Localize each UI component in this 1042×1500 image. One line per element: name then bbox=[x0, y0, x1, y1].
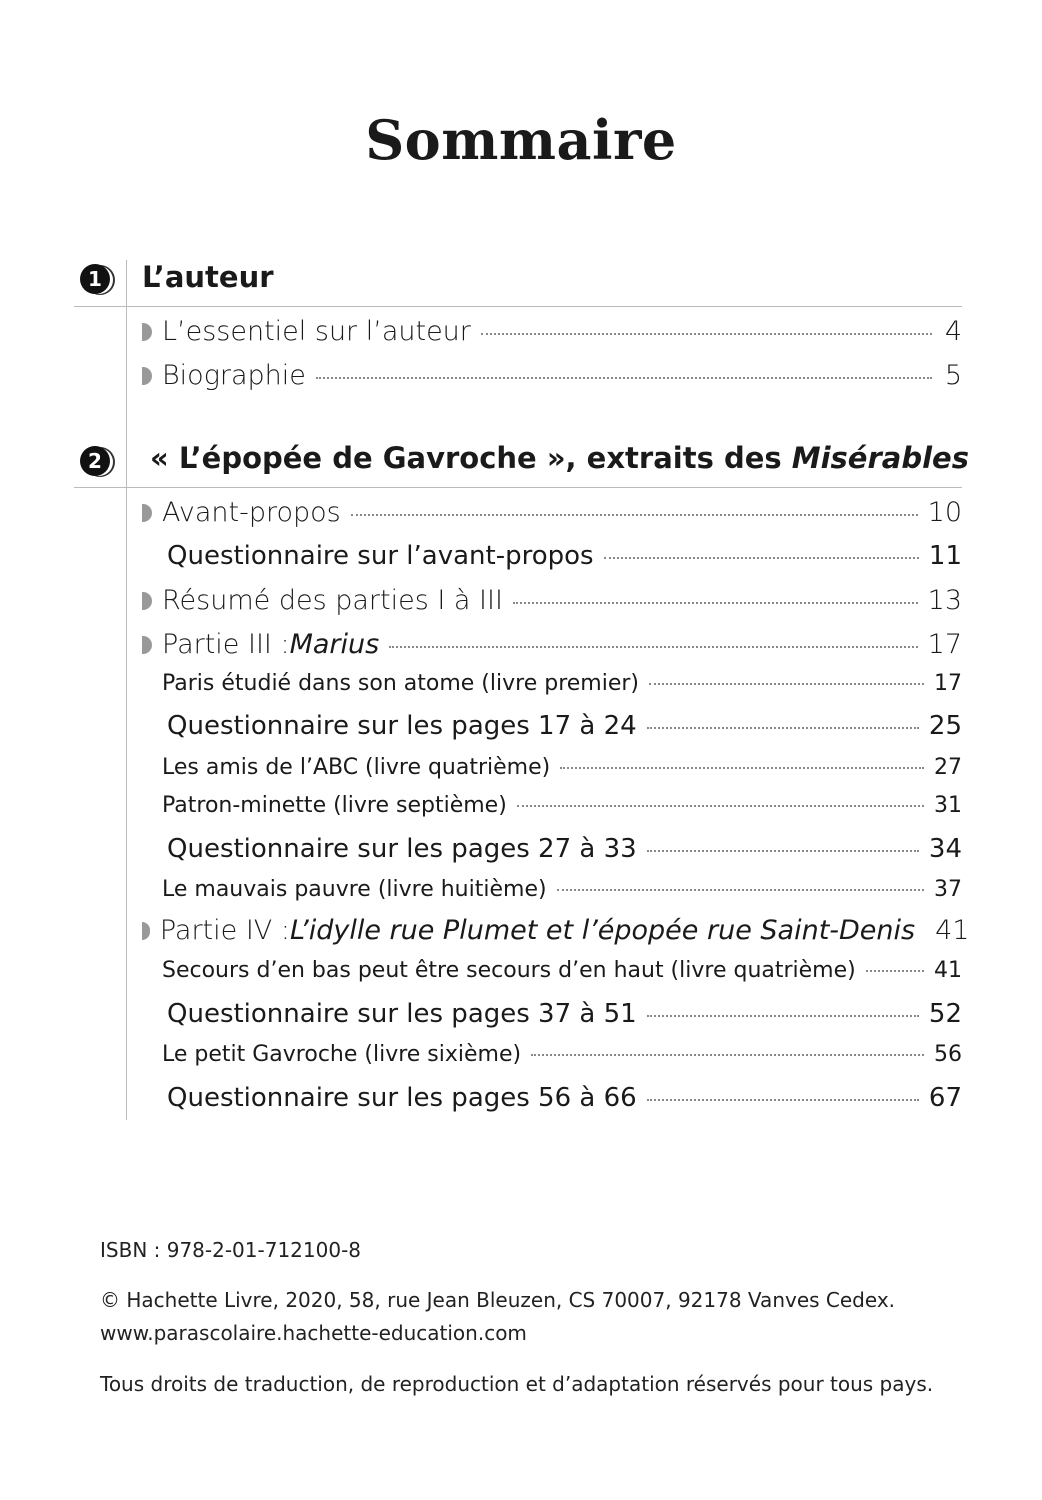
entry-label: Avant-propos bbox=[162, 497, 341, 528]
dot-leader bbox=[646, 1099, 919, 1101]
entry-label: Le petit Gavroche (livre sixième) bbox=[162, 1042, 522, 1067]
rights-notice: Tous droits de traduction, de reproducti… bbox=[100, 1372, 934, 1396]
dot-leader bbox=[649, 683, 924, 685]
toc-entry: Le mauvais pauvre (livre huitième) 37 bbox=[142, 877, 962, 902]
bullet-icon bbox=[142, 503, 152, 522]
toc-entry: Questionnaire sur les pages 27 à 33 34 bbox=[142, 834, 962, 864]
dot-leader bbox=[389, 646, 918, 648]
toc-entry: Questionnaire sur les pages 17 à 24 25 bbox=[142, 711, 962, 741]
dot-leader bbox=[350, 514, 918, 516]
dot-leader bbox=[865, 970, 924, 972]
toc-entry: Avant-propos 10 bbox=[142, 497, 962, 528]
entry-label: Secours d’en bas peut être secours d’en … bbox=[162, 958, 856, 983]
section-heading-text: L’auteur bbox=[142, 260, 274, 294]
entry-label-italic: Marius bbox=[289, 629, 380, 660]
toc-entry: Questionnaire sur les pages 37 à 51 52 bbox=[142, 999, 962, 1029]
toc-entry: Secours d’en bas peut être secours d’en … bbox=[142, 958, 962, 983]
dot-leader bbox=[560, 767, 924, 769]
bullet-icon bbox=[142, 322, 152, 341]
entry-label: Questionnaire sur les pages 17 à 24 bbox=[167, 711, 637, 741]
section-divider bbox=[74, 306, 962, 307]
section-divider bbox=[74, 487, 962, 488]
toc-entry: Le petit Gavroche (livre sixième) 56 bbox=[142, 1042, 962, 1067]
bullet-icon bbox=[142, 366, 152, 385]
entry-label: Les amis de l’ABC (livre quatrième) bbox=[162, 755, 551, 780]
section-heading-italic: Misérables bbox=[791, 441, 969, 475]
entry-label: Questionnaire sur les pages 56 à 66 bbox=[167, 1083, 637, 1113]
website: www.parascolaire.hachette-education.com bbox=[100, 1321, 527, 1345]
toc-entry: Biographie 5 bbox=[142, 360, 962, 391]
bullet-icon bbox=[142, 591, 152, 610]
page-number: 27 bbox=[934, 755, 962, 780]
toc-entry: Questionnaire sur l’avant-propos 11 bbox=[142, 541, 962, 571]
page-number: 17 bbox=[934, 671, 962, 696]
vertical-divider bbox=[126, 260, 127, 1120]
entry-label: Partie IV : bbox=[159, 915, 290, 946]
section-number-1: 1 bbox=[80, 264, 110, 294]
section-number-2: 2 bbox=[80, 446, 110, 476]
section-heading-1: L’auteur bbox=[142, 260, 274, 294]
page-number: 31 bbox=[934, 793, 962, 818]
dot-leader bbox=[646, 1015, 919, 1017]
dot-leader bbox=[512, 602, 918, 604]
page-number: 41 bbox=[935, 915, 970, 946]
page-number: 17 bbox=[927, 629, 962, 660]
dot-leader bbox=[603, 557, 919, 559]
toc-entry: Les amis de l’ABC (livre quatrième) 27 bbox=[142, 755, 962, 780]
dot-leader bbox=[646, 850, 919, 852]
toc-entry: Questionnaire sur les pages 56 à 66 67 bbox=[142, 1083, 962, 1113]
copyright: © Hachette Livre, 2020, 58, rue Jean Ble… bbox=[100, 1288, 896, 1312]
bullet-icon bbox=[142, 635, 152, 654]
entry-label: Patron-minette (livre septième) bbox=[162, 793, 507, 818]
page-number: 10 bbox=[927, 497, 962, 528]
entry-label: Le mauvais pauvre (livre huitième) bbox=[162, 877, 547, 902]
toc-entry: Paris étudié dans son atome (livre premi… bbox=[142, 671, 962, 696]
page-number: 4 bbox=[944, 316, 962, 347]
page-number: 13 bbox=[927, 585, 962, 616]
toc-entry: Résumé des parties I à III 13 bbox=[142, 585, 962, 616]
entry-label: Biographie bbox=[162, 360, 306, 391]
dot-leader bbox=[531, 1054, 924, 1056]
entry-label-italic: L’idylle rue Plumet et l’épopée rue Sain… bbox=[289, 915, 916, 946]
toc-entry: Partie IV : L’idylle rue Plumet et l’épo… bbox=[142, 915, 970, 946]
page-number: 67 bbox=[928, 1083, 962, 1113]
dot-leader bbox=[646, 727, 919, 729]
entry-label: Questionnaire sur les pages 37 à 51 bbox=[167, 999, 637, 1029]
dot-leader bbox=[516, 805, 924, 807]
entry-label: Résumé des parties I à III bbox=[162, 585, 503, 616]
page-number: 56 bbox=[934, 1042, 962, 1067]
page-number: 5 bbox=[944, 360, 962, 391]
page-number: 52 bbox=[928, 999, 962, 1029]
entry-label: L’essentiel sur l’auteur bbox=[162, 316, 471, 347]
entry-label: Questionnaire sur les pages 27 à 33 bbox=[167, 834, 637, 864]
section-heading-text: « L’épopée de Gavroche », extraits des bbox=[150, 441, 792, 475]
section-heading-2: « L’épopée de Gavroche », extraits des M… bbox=[150, 441, 969, 475]
page-number: 41 bbox=[934, 958, 962, 983]
dot-leader bbox=[556, 889, 924, 891]
bullet-icon bbox=[142, 921, 150, 940]
page-number: 37 bbox=[934, 877, 962, 902]
page-title: Sommaire bbox=[365, 108, 677, 172]
page-number: 34 bbox=[928, 834, 962, 864]
isbn: ISBN : 978-2-01-712100-8 bbox=[100, 1238, 362, 1262]
page-number: 11 bbox=[928, 541, 962, 571]
page-number: 25 bbox=[928, 711, 962, 741]
entry-label: Partie III : bbox=[162, 629, 290, 660]
entry-label: Paris étudié dans son atome (livre premi… bbox=[162, 671, 639, 696]
entry-label: Questionnaire sur l’avant-propos bbox=[167, 541, 594, 571]
toc-entry: L’essentiel sur l’auteur 4 bbox=[142, 316, 962, 347]
dot-leader bbox=[315, 377, 932, 379]
toc-entry: Partie III : Marius 17 bbox=[142, 629, 962, 660]
dot-leader bbox=[480, 333, 932, 335]
toc-entry: Patron-minette (livre septième) 31 bbox=[142, 793, 962, 818]
